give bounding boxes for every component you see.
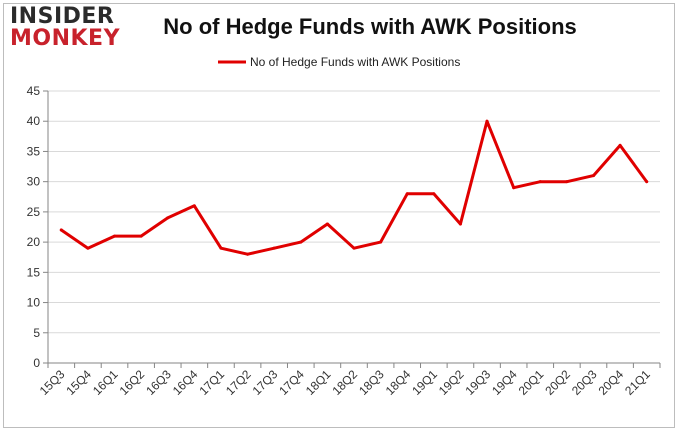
axes [43, 90, 661, 368]
y-tick-label-5: 5 [33, 326, 40, 340]
y-tick-label-35: 35 [27, 144, 41, 158]
gridlines [48, 90, 660, 334]
x-tick-label-20Q2: 20Q2 [542, 367, 573, 398]
data-point-17Q3 [272, 246, 276, 250]
data-point-15Q3 [59, 228, 63, 232]
logo-line-2: MONKEY [10, 26, 121, 51]
data-point-20Q1 [538, 180, 542, 184]
x-tick-label-18Q4: 18Q4 [383, 367, 414, 398]
x-tick-label-18Q3: 18Q3 [356, 367, 387, 398]
x-tick-label-17Q1: 17Q1 [196, 367, 227, 398]
data-point-18Q3 [379, 240, 383, 244]
x-tick-label-19Q2: 19Q2 [436, 367, 467, 398]
x-tick-label-19Q3: 19Q3 [463, 367, 494, 398]
data-point-20Q4 [618, 143, 622, 147]
data-point-18Q2 [352, 246, 356, 250]
data-point-19Q1 [432, 192, 436, 196]
y-tick-label-40: 40 [27, 114, 41, 128]
data-point-19Q4 [512, 186, 516, 190]
x-tick-label-18Q1: 18Q1 [303, 367, 334, 398]
data-point-16Q2 [139, 234, 143, 238]
data-point-16Q4 [192, 204, 196, 208]
x-tick-label-20Q4: 20Q4 [596, 367, 627, 398]
y-tick-label-20: 20 [27, 235, 41, 249]
x-tick-label-20Q3: 20Q3 [569, 367, 600, 398]
y-tick-label-0: 0 [33, 356, 40, 370]
x-tick-label-16Q3: 16Q3 [143, 367, 174, 398]
x-tick-label-18Q2: 18Q2 [329, 367, 360, 398]
y-tick-label-30: 30 [27, 175, 41, 189]
chart-frame [3, 3, 675, 428]
x-tick-label-15Q4: 15Q4 [63, 367, 94, 398]
data-point-15Q4 [86, 246, 90, 250]
x-tick-label-21Q1: 21Q1 [622, 367, 653, 398]
series-layer [59, 119, 649, 256]
legend-label: No of Hedge Funds with AWK Positions [250, 55, 460, 69]
data-point-17Q4 [299, 240, 303, 244]
y-tick-label-10: 10 [27, 296, 41, 310]
x-tick-label-20Q1: 20Q1 [516, 367, 547, 398]
x-tick-labels: 15Q315Q416Q116Q216Q316Q417Q117Q217Q317Q4… [37, 367, 653, 398]
x-tick-label-19Q1: 19Q1 [409, 367, 440, 398]
y-tick-label-25: 25 [27, 205, 41, 219]
data-point-20Q2 [565, 180, 569, 184]
data-point-16Q3 [166, 216, 170, 220]
data-point-20Q3 [591, 174, 595, 178]
data-point-17Q1 [219, 246, 223, 250]
data-point-19Q2 [458, 222, 462, 226]
x-tick-label-17Q3: 17Q3 [250, 367, 281, 398]
data-point-18Q4 [405, 192, 409, 196]
x-tick-label-19Q4: 19Q4 [489, 367, 520, 398]
x-tick-label-16Q1: 16Q1 [90, 367, 121, 398]
x-tick-label-16Q2: 16Q2 [117, 367, 148, 398]
data-point-18Q1 [325, 222, 329, 226]
y-tick-label-45: 45 [27, 84, 41, 98]
data-point-17Q2 [246, 252, 250, 256]
logo-line-1: INSIDER [10, 4, 115, 29]
legend: No of Hedge Funds with AWK Positions [218, 55, 460, 69]
y-tick-label-15: 15 [27, 265, 41, 279]
x-tick-label-17Q2: 17Q2 [223, 367, 254, 398]
x-tick-label-15Q3: 15Q3 [37, 367, 68, 398]
insider-monkey-logo: INSIDER MONKEY [10, 6, 120, 50]
x-tick-label-16Q4: 16Q4 [170, 367, 201, 398]
data-point-19Q3 [485, 119, 489, 123]
chart-title: No of Hedge Funds with AWK Positions [163, 14, 577, 39]
data-point-16Q1 [113, 234, 117, 238]
data-point-21Q1 [645, 180, 649, 184]
x-tick-label-17Q4: 17Q4 [276, 367, 307, 398]
y-tick-labels: 0 5 10 15 20 25 30 35 40 45 [27, 84, 41, 370]
series-line [59, 119, 649, 256]
